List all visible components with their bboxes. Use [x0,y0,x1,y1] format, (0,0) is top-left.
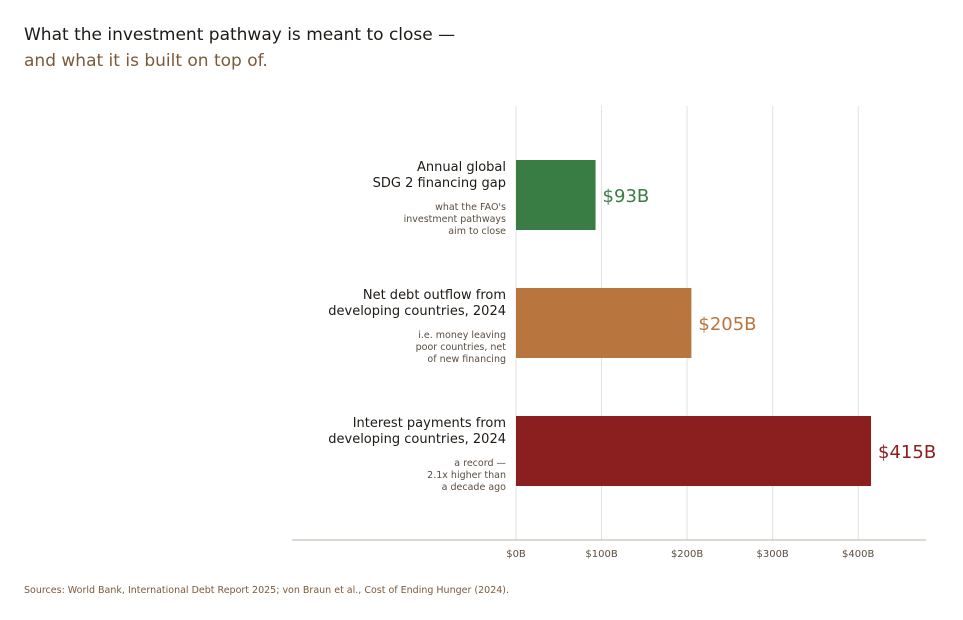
value-label-1: $205B [698,314,756,335]
bar-1 [516,288,692,358]
bar-0 [516,160,596,230]
category-note-2-line-2: a decade ago [442,482,507,493]
category-note-0-line-0: what the FAO's [435,202,506,213]
x-tick-label-0: $0B [506,549,526,560]
title-line-2: and what it is built on top of. [24,51,268,71]
category-note-1-line-0: i.e. money leaving [418,330,506,341]
title-line-1: What the investment pathway is meant to … [24,25,456,45]
category-label-2-line-0: Interest payments from [353,416,506,431]
chart-title: What the investment pathway is meant to … [24,22,455,74]
category-note-0-line-1: investment pathways [404,214,506,225]
category-label-1-line-0: Net debt outflow from [363,288,506,303]
category-label-1-line-1: developing countries, 2024 [328,304,506,319]
bar-2 [516,416,872,486]
x-tick-label-2: $200B [671,549,703,560]
category-label-0-line-0: Annual global [417,160,506,175]
value-label-0: $93B [603,186,650,207]
x-tick-label-3: $300B [756,549,788,560]
category-note-2-line-1: 2.1x higher than [427,470,506,481]
category-label-0-line-1: SDG 2 financing gap [373,176,506,191]
category-note-0-line-2: aim to close [448,226,506,237]
source-note: Sources: World Bank, International Debt … [24,585,510,596]
category-note-1-line-1: poor countries, net [416,342,507,353]
category-label-2-line-1: developing countries, 2024 [328,432,506,447]
category-note-2-line-0: a record — [454,458,506,469]
category-note-1-line-2: of new financing [427,354,506,365]
x-tick-label-4: $400B [842,549,874,560]
value-label-2: $415B [878,442,936,463]
x-tick-label-1: $100B [585,549,617,560]
